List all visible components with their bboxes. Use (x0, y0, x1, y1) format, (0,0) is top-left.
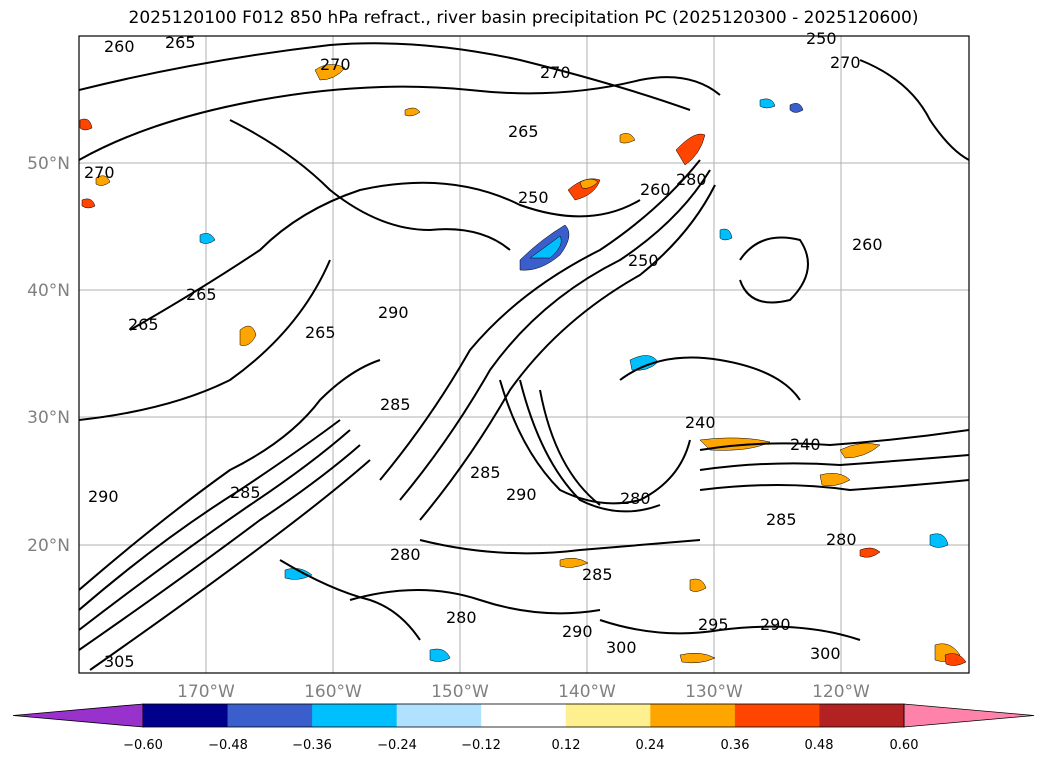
colorbar-cell (734, 704, 820, 727)
lat-label: 40°N (27, 281, 70, 301)
lon-label: 150°W (431, 682, 489, 702)
colorbar-cell (312, 704, 398, 727)
colorbar-tick: −0.48 (208, 738, 248, 753)
contour-label: 290 (88, 487, 119, 506)
contour-label: 290 (562, 622, 593, 641)
contour-label: 285 (582, 565, 613, 584)
contour-label: 240 (790, 435, 821, 454)
contour-label: 285 (230, 483, 261, 502)
colorbar-cell (227, 704, 313, 727)
colorbar-extend-max (903, 703, 1035, 728)
colorbar-cell (819, 704, 905, 727)
map-frame (78, 35, 970, 674)
contour-label: 265 (305, 323, 336, 342)
colorbar-tick: 0.60 (890, 738, 919, 753)
contour-label: 300 (606, 638, 637, 657)
lat-label: 50°N (27, 154, 70, 174)
lon-label: 120°W (812, 682, 870, 702)
contour-label: 285 (380, 395, 411, 414)
contour-label: 285 (766, 510, 797, 529)
contour-label: 290 (760, 615, 791, 634)
lon-label: 160°W (304, 682, 362, 702)
colorbar-ticks: −0.60 −0.48 −0.36 −0.24 −0.12 0.12 0.24 … (123, 738, 918, 753)
colorbar-extend-min (12, 703, 144, 728)
contour-label: 305 (104, 652, 135, 671)
precipitation-shading (79, 64, 967, 666)
colorbar-cell (143, 704, 229, 727)
contour-label: 270 (830, 53, 861, 72)
map-title: 2025120100 F012 850 hPa refract., river … (128, 8, 919, 28)
refractivity-contours (79, 42, 969, 671)
contour-label: 260 (640, 180, 671, 199)
contour-labels: 260 265 270 270 265 250 260 280 250 270 … (84, 29, 883, 671)
contour-label: 260 (104, 37, 135, 56)
colorbar-tick: 0.12 (552, 738, 581, 753)
contour-label: 240 (685, 413, 716, 432)
contour-label: 290 (378, 303, 409, 322)
contour-label: 265 (165, 33, 196, 52)
contour-label: 250 (518, 188, 549, 207)
contour-label: 260 (852, 235, 883, 254)
colorbar-tick: 0.24 (636, 738, 665, 753)
colorbar-tick: −0.12 (461, 738, 501, 753)
contour-label: 280 (390, 545, 421, 564)
contour-label: 265 (186, 285, 217, 304)
contour-label: 270 (84, 163, 115, 182)
colorbar-cell (481, 704, 567, 727)
colorbar-cell (650, 704, 736, 727)
colorbar-tick: 0.48 (805, 738, 834, 753)
contour-label: 265 (508, 122, 539, 141)
map-panel (79, 36, 969, 673)
lat-label: 20°N (27, 536, 70, 556)
lat-label: 30°N (27, 408, 70, 428)
contour-label: 280 (826, 530, 857, 549)
colorbar-tick: −0.60 (123, 738, 163, 753)
colorbar-cell (396, 704, 482, 727)
contour-label: 280 (446, 608, 477, 627)
contour-label: 270 (540, 63, 571, 82)
contour-label: 270 (320, 55, 351, 74)
map-gridlines (79, 36, 969, 673)
longitude-labels: 170°W 160°W 150°W 140°W 130°W 120°W (177, 682, 870, 702)
lon-label: 170°W (177, 682, 235, 702)
colorbar-tick: 0.36 (721, 738, 750, 753)
contour-label: 290 (506, 485, 537, 504)
colorbar-tick: −0.36 (292, 738, 332, 753)
contour-label: 265 (128, 315, 159, 334)
contour-label: 295 (698, 615, 729, 634)
contour-label: 280 (676, 170, 707, 189)
colorbar-cell (565, 704, 651, 727)
contour-label: 250 (628, 251, 659, 270)
latitude-labels: 50°N 40°N 30°N 20°N (27, 154, 70, 556)
contour-label: 300 (810, 644, 841, 663)
lon-label: 140°W (558, 682, 616, 702)
lon-label: 130°W (685, 682, 743, 702)
contour-label: 280 (620, 489, 651, 508)
contour-label: 250 (806, 29, 837, 48)
colorbar-tick: −0.24 (377, 738, 417, 753)
colorbar: −0.60 −0.48 −0.36 −0.24 −0.12 0.12 0.24 … (12, 703, 1035, 753)
contour-label: 285 (470, 463, 501, 482)
